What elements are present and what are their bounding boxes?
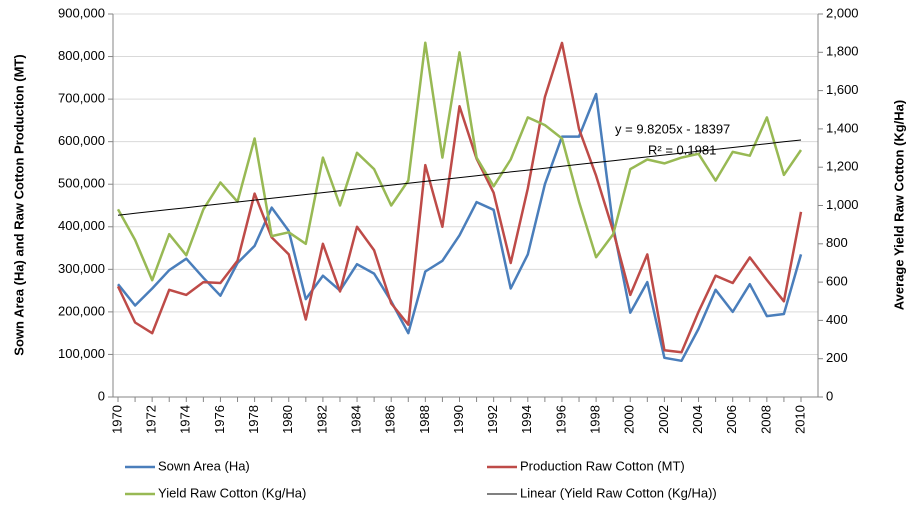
y2-tick-label: 800 [826,235,848,250]
x-tick-label: 2010 [792,405,807,434]
x-tick-label: 1986 [383,405,398,434]
series-line [117,92,803,363]
x-tick-label: 2000 [622,405,637,434]
y-tick-label: 400,000 [58,218,105,233]
legend-label: Sown Area (Ha) [158,458,250,473]
y-tick-label: 300,000 [58,261,105,276]
x-tick-label: 1972 [144,405,159,434]
x-tick-label: 1980 [280,405,295,434]
series-line [116,41,803,282]
x-tick-label: 1998 [588,405,603,434]
x-tick-label: 1974 [178,405,193,434]
x-tick-label: 1992 [485,405,500,434]
y2-axis-label: Average Yield Raw Cotton (Kg/Ha) [891,100,906,310]
y-tick-label: 800,000 [58,48,105,63]
y2-tick-label: 0 [826,388,833,403]
y-tick-label: 700,000 [58,91,105,106]
x-tick-label: 1996 [553,405,568,434]
y-tick-label: 900,000 [58,5,105,20]
x-tick-label: 2006 [724,405,739,434]
y2-tick-label: 1,000 [826,197,859,212]
x-tick-label: 1988 [417,405,432,434]
series-line [116,41,803,354]
x-tick-label: 2008 [758,405,773,434]
legend-label: Linear (Yield Raw Cotton (Kg/Ha)) [520,485,717,500]
y-tick-label: 100,000 [58,346,105,361]
y2-tick-label: 1,400 [826,120,859,135]
y-tick-label: 200,000 [58,303,105,318]
trend-equation: y = 9.8205x - 18397 [615,121,730,136]
legend-label: Yield Raw Cotton (Kg/Ha) [158,485,306,500]
y-tick-label: 600,000 [58,133,105,148]
x-tick-label: 1982 [314,405,329,434]
y2-tick-label: 2,000 [826,5,859,20]
y2-tick-label: 1,200 [826,159,859,174]
x-tick-label: 1994 [519,405,534,434]
legend-label: Production Raw Cotton (MT) [520,458,685,473]
x-tick-label: 2002 [656,405,671,434]
x-tick-label: 1984 [348,405,363,434]
x-tick-label: 1990 [451,405,466,434]
y2-tick-label: 1,800 [826,44,859,59]
y2-tick-label: 400 [826,312,848,327]
y2-tick-label: 200 [826,350,848,365]
trend-line [117,139,802,216]
y-tick-label: 0 [98,388,105,403]
x-tick-label: 2004 [690,405,705,434]
y-axis-label: Sown Area (Ha) and Raw Cotton Production… [11,54,26,355]
x-tick-label: 1978 [246,405,261,434]
x-tick-label: 1976 [212,405,227,434]
y-tick-label: 500,000 [58,176,105,191]
x-tick-label: 1970 [109,405,124,434]
y2-tick-label: 600 [826,274,848,289]
y2-tick-label: 1,600 [826,82,859,97]
